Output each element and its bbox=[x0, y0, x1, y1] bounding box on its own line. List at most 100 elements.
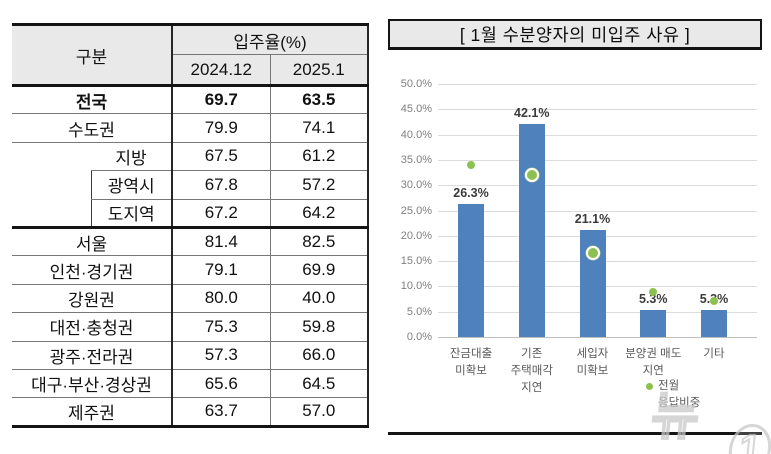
region-label: 대구·부산·경상권 bbox=[12, 369, 172, 399]
table-row: 도지역 67.2 64.2 bbox=[12, 199, 370, 229]
rate-2024-12: 79.9 bbox=[171, 113, 270, 143]
legend-label-line1: 전월 bbox=[658, 380, 680, 392]
rate-2024-12: 67.5 bbox=[171, 142, 270, 172]
rate-2024-12: 67.8 bbox=[171, 170, 270, 200]
y-axis-tick-label: 40.0% bbox=[400, 128, 432, 141]
region-label: 광주·전라권 bbox=[12, 341, 172, 370]
rate-2024-12: 67.2 bbox=[171, 199, 270, 229]
category-label: 세입자 미확보 bbox=[576, 348, 609, 377]
rate-2024-12: 69.7 bbox=[171, 85, 270, 115]
table-row: 대전·충청권 75.3 59.8 bbox=[12, 312, 370, 342]
rate-2025-1: 64.5 bbox=[269, 369, 370, 399]
table-row: 대구·부산·경상권 65.6 64.5 bbox=[12, 369, 370, 399]
gridline bbox=[438, 185, 757, 187]
region-label: 인천·경기권 bbox=[12, 255, 172, 285]
bar-value-label: 26.3% bbox=[453, 185, 489, 200]
region-label: 강원권 bbox=[12, 284, 172, 314]
rate-2024-12: 75.3 bbox=[171, 312, 270, 342]
bar bbox=[701, 310, 727, 337]
table-row: 광역시 67.8 57.2 bbox=[12, 170, 370, 200]
occupancy-table: 구분 입주율(%) 2024.12 2025.1 전국 69.7 63.5 수도권 79… bbox=[12, 23, 370, 428]
category-label: 기존 주택매각 지연 bbox=[510, 348, 553, 394]
region-label: 광역시 bbox=[90, 170, 172, 200]
rate-2025-1: 64.2 bbox=[269, 199, 370, 229]
region-label: 대전·충청권 bbox=[12, 312, 172, 342]
y-axis-tick-label: 5.0% bbox=[406, 305, 432, 318]
occupancy-table-wrap: 구분 입주율(%) 2024.12 2025.1 전국 69.7 63.5 수도권 79… bbox=[12, 23, 370, 428]
prev-month-marker bbox=[649, 287, 658, 296]
bar bbox=[640, 310, 667, 337]
indent-spacer bbox=[12, 171, 91, 199]
y-axis-tick-label: 20.0% bbox=[400, 229, 432, 242]
prev-month-marker bbox=[585, 246, 600, 260]
prev-month-marker bbox=[524, 168, 539, 183]
gridline bbox=[438, 109, 757, 111]
rate-2024-12: 63.7 bbox=[171, 397, 270, 428]
y-axis-tick-label: 15.0% bbox=[400, 255, 432, 268]
table-header-row-2: 2024.12 2025.1 bbox=[12, 54, 370, 87]
rate-2025-1: 74.1 bbox=[269, 113, 370, 143]
gridline bbox=[438, 159, 757, 161]
rate-2024-12: 81.4 bbox=[171, 227, 270, 257]
rate-2025-1: 40.0 bbox=[269, 284, 370, 314]
table-row: 강원권 80.0 40.0 bbox=[12, 284, 370, 314]
header-month-2024-12: 2024.12 bbox=[171, 54, 270, 87]
category-label: 분양권 매도 지연 bbox=[625, 348, 682, 377]
chart-title: [ 1월 수분양자의 미입주 사유 ] bbox=[459, 24, 691, 45]
table-header-row-1: 구분 입주율(%) bbox=[12, 23, 370, 87]
y-axis-tick-label: 0.0% bbox=[406, 331, 432, 343]
rate-2025-1: 69.9 bbox=[269, 255, 370, 285]
table-row: 인천·경기권 79.1 69.9 bbox=[12, 255, 370, 285]
legend-marker-icon bbox=[646, 383, 653, 390]
chart-legend: 전월 응답비중 bbox=[646, 378, 700, 412]
gridline bbox=[438, 210, 757, 212]
rate-2024-12: 79.1 bbox=[171, 255, 270, 285]
gridline bbox=[438, 337, 757, 338]
rate-2024-12: 65.6 bbox=[171, 369, 270, 399]
category-label: 기타 bbox=[703, 348, 725, 360]
y-axis-tick-label: 30.0% bbox=[400, 179, 432, 192]
y-axis-tick-label: 35.0% bbox=[400, 153, 432, 166]
header-month-2025-1: 2025.1 bbox=[269, 54, 370, 87]
gridline bbox=[438, 84, 757, 85]
gridline bbox=[438, 134, 757, 136]
table-row: 제주권 63.7 57.0 bbox=[12, 397, 370, 428]
bar bbox=[458, 203, 484, 337]
bar-value-label: 5.3% bbox=[639, 292, 668, 307]
region-label: 전국 bbox=[12, 85, 172, 115]
rate-2025-1: 66.0 bbox=[269, 341, 370, 370]
region-label: 서울 bbox=[12, 227, 172, 257]
region-label: 제주권 bbox=[12, 397, 172, 428]
region-label: 수도권 bbox=[12, 113, 172, 143]
header-category: 구분 bbox=[12, 23, 172, 87]
table-row: 지방 67.5 61.2 bbox=[12, 142, 370, 172]
y-axis-tick-label: 10.0% bbox=[400, 280, 432, 293]
table-row: 수도권 79.9 74.1 bbox=[12, 113, 370, 143]
table-body: 전국 69.7 63.5 수도권 79.9 74.1 지방 67.5 61.2 광역시 67.8 57… bbox=[12, 85, 370, 428]
rate-2025-1: 61.2 bbox=[269, 142, 370, 172]
panel-bottom-rule bbox=[388, 432, 762, 435]
rate-2024-12: 80.0 bbox=[171, 284, 270, 314]
bar-value-label: 21.1% bbox=[574, 212, 611, 227]
region-label: 지방 bbox=[91, 142, 172, 172]
chart-title-box: [ 1월 수분양자의 미입주 사유 ] bbox=[388, 19, 762, 50]
bar bbox=[518, 123, 545, 337]
y-axis-tick-label: 25.0% bbox=[400, 204, 432, 217]
rate-2025-1: 59.8 bbox=[269, 312, 370, 342]
header-occupancy-rate: 입주율(%) bbox=[170, 23, 370, 55]
category-label: 잔금대출 미확보 bbox=[449, 348, 493, 377]
y-axis-tick-label: 50.0% bbox=[400, 78, 432, 90]
table-row: 광주·전라권 57.3 66.0 bbox=[12, 341, 370, 370]
indent-spacer bbox=[12, 199, 91, 229]
indent-spacer bbox=[12, 142, 91, 170]
y-axis-tick-label: 45.0% bbox=[400, 103, 432, 116]
table-row: 서울 81.4 82.5 bbox=[12, 227, 370, 257]
rate-2025-1: 57.0 bbox=[269, 397, 370, 428]
prev-month-marker bbox=[710, 296, 718, 305]
bar-value-label: 42.1% bbox=[514, 105, 550, 120]
region-label: 도지역 bbox=[90, 199, 172, 229]
prev-month-marker bbox=[467, 161, 475, 170]
rate-2025-1: 57.2 bbox=[269, 170, 370, 200]
rate-2025-1: 82.5 bbox=[269, 227, 370, 257]
